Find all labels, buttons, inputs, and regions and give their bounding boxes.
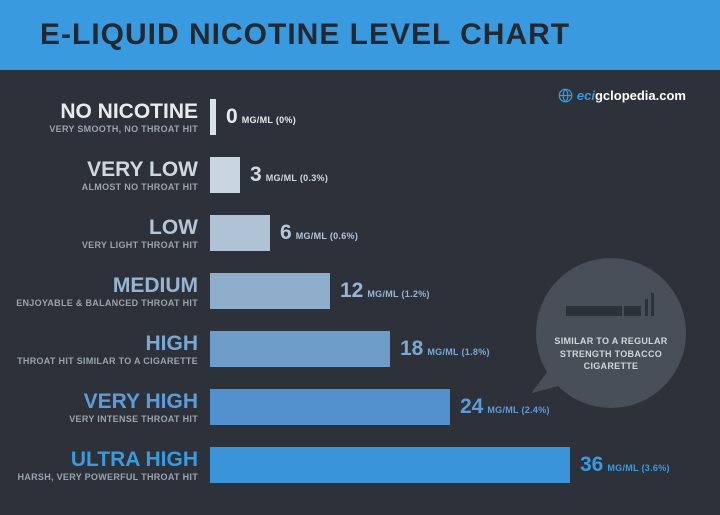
level-bar	[210, 389, 450, 425]
level-desc: VERY LIGHT THROAT HIT	[0, 240, 198, 250]
value-number: 12	[340, 279, 363, 303]
value-number: 6	[280, 221, 292, 245]
level-labels: MEDIUM ENJOYABLE & BALANCED THROAT HIT	[0, 275, 210, 308]
header-bar: E-LIQUID NICOTINE LEVEL CHART	[0, 0, 720, 70]
level-bar	[210, 273, 330, 309]
level-labels: VERY LOW ALMOST NO THROAT HIT	[0, 159, 210, 192]
level-labels: VERY HIGH VERY INTENSE THROAT HIT	[0, 391, 210, 424]
level-bar	[210, 215, 270, 251]
value-number: 24	[460, 395, 483, 419]
level-name: LOW	[0, 217, 198, 238]
level-name: NO NICOTINE	[0, 101, 198, 122]
level-desc: HARSH, VERY POWERFUL THROAT HIT	[0, 472, 198, 482]
value-unit: MG/ML (3.6%)	[607, 463, 669, 473]
value-unit: MG/ML (1.8%)	[427, 347, 489, 357]
level-desc: ALMOST NO THROAT HIT	[0, 182, 198, 192]
level-value: 36 MG/ML (3.6%)	[580, 453, 670, 477]
level-bar	[210, 447, 570, 483]
level-bar	[210, 157, 240, 193]
level-name: VERY HIGH	[0, 391, 198, 412]
cigarette-icon	[566, 293, 656, 327]
value-number: 0	[226, 105, 238, 129]
level-value: 6 MG/ML (0.6%)	[280, 221, 358, 245]
value-number: 18	[400, 337, 423, 361]
level-value: 0 MG/ML (0%)	[226, 105, 296, 129]
level-name: ULTRA HIGH	[0, 449, 198, 470]
callout-bubble: SIMILAR TO A REGULAR STRENGTH TOBACCO CI…	[536, 258, 686, 408]
value-unit: MG/ML (0.3%)	[266, 173, 328, 183]
level-desc: VERY SMOOTH, NO THROAT HIT	[0, 124, 198, 134]
level-name: MEDIUM	[0, 275, 198, 296]
level-row: LOW VERY LIGHT THROAT HIT 6 MG/ML (0.6%)	[0, 204, 720, 262]
level-bar	[210, 331, 390, 367]
level-bar	[210, 99, 216, 135]
level-row: VERY LOW ALMOST NO THROAT HIT 3 MG/ML (0.3%…	[0, 146, 720, 204]
level-desc: VERY INTENSE THROAT HIT	[0, 414, 198, 424]
level-desc: ENJOYABLE & BALANCED THROAT HIT	[0, 298, 198, 308]
level-value: 3 MG/ML (0.3%)	[250, 163, 328, 187]
level-row: NO NICOTINE VERY SMOOTH, NO THROAT HIT 0 MG…	[0, 88, 720, 146]
value-unit: MG/ML (2.4%)	[487, 405, 549, 415]
value-number: 3	[250, 163, 262, 187]
value-unit: MG/ML (1.2%)	[367, 289, 429, 299]
level-value: 24 MG/ML (2.4%)	[460, 395, 550, 419]
level-labels: LOW VERY LIGHT THROAT HIT	[0, 217, 210, 250]
level-labels: HIGH THROAT HIT SIMILAR TO A CIGARETTE	[0, 333, 210, 366]
level-desc: THROAT HIT SIMILAR TO A CIGARETTE	[0, 356, 198, 366]
value-number: 36	[580, 453, 603, 477]
level-name: VERY LOW	[0, 159, 198, 180]
value-unit: MG/ML (0.6%)	[296, 231, 358, 241]
level-name: HIGH	[0, 333, 198, 354]
page-title: E-LIQUID NICOTINE LEVEL CHART	[40, 18, 570, 52]
level-labels: ULTRA HIGH HARSH, VERY POWERFUL THROAT HI…	[0, 449, 210, 482]
callout-text: SIMILAR TO A REGULAR STRENGTH TOBACCO CI…	[551, 335, 671, 373]
level-labels: NO NICOTINE VERY SMOOTH, NO THROAT HIT	[0, 101, 210, 134]
level-row: ULTRA HIGH HARSH, VERY POWERFUL THROAT HI…	[0, 436, 720, 494]
level-value: 18 MG/ML (1.8%)	[400, 337, 490, 361]
value-unit: MG/ML (0%)	[242, 115, 296, 125]
level-value: 12 MG/ML (1.2%)	[340, 279, 430, 303]
